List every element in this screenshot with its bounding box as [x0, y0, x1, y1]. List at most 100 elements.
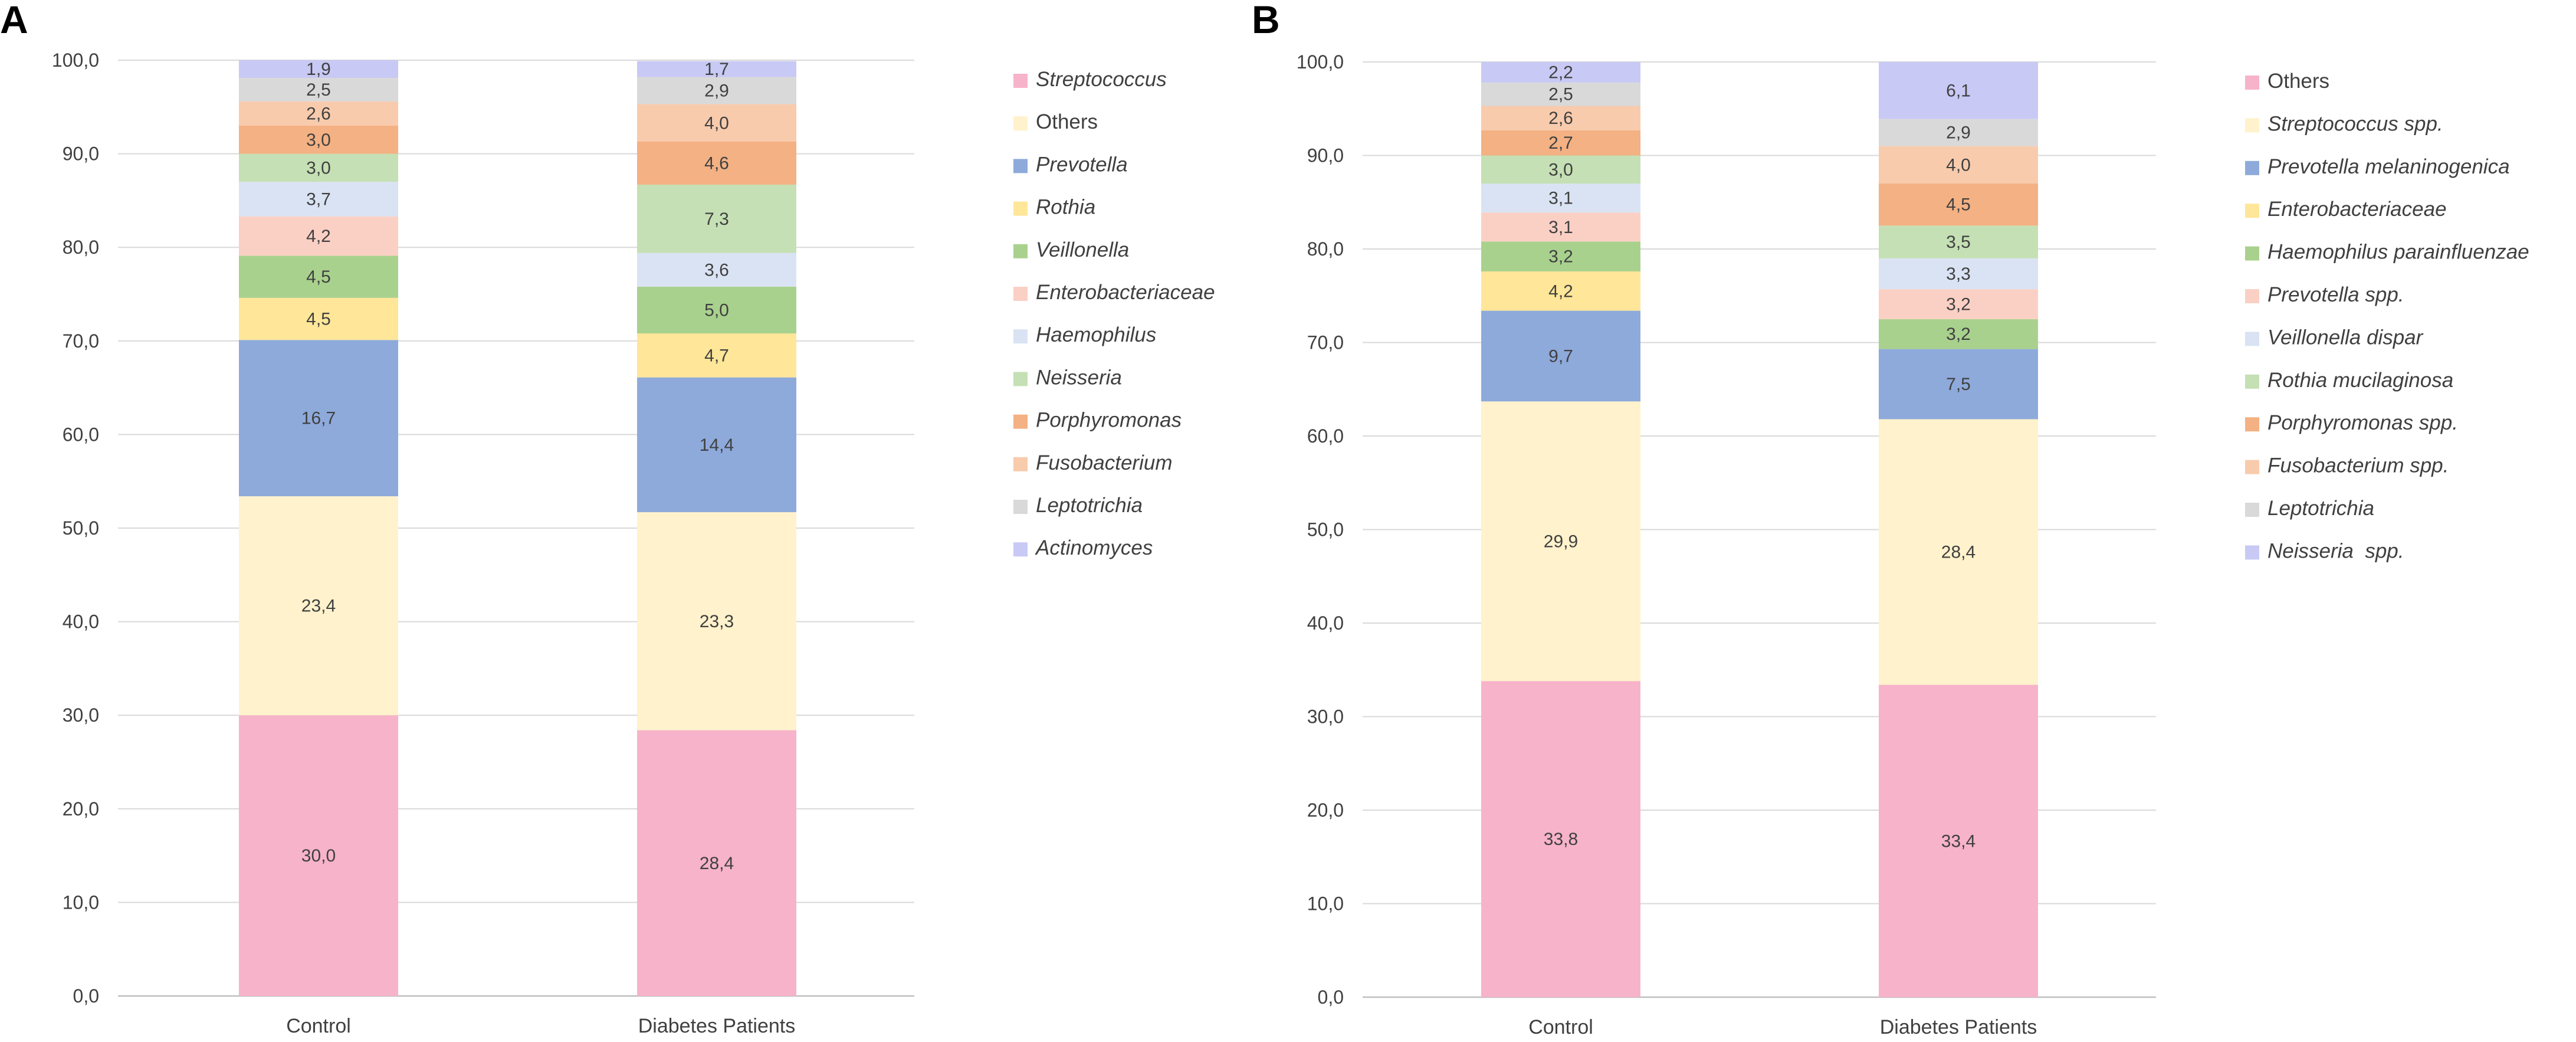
legend-label: Haemophilus parainfluenzae: [2267, 241, 2529, 264]
bar-segment: [637, 512, 796, 730]
data-label: 9,7: [1548, 346, 1573, 366]
y-tick-label: 90,0: [63, 143, 99, 165]
data-label: 4,6: [704, 153, 729, 173]
panel-letter: A: [0, 0, 28, 41]
data-label: 4,0: [704, 113, 729, 133]
data-label: 3,1: [1548, 189, 1573, 208]
data-label: 3,3: [1946, 264, 1971, 284]
bar-segment: [1879, 289, 2038, 319]
bar-segment: [1481, 681, 1640, 997]
bar-segment: [239, 78, 398, 101]
bar-segment: [1481, 106, 1640, 130]
bar-segment: [637, 730, 796, 996]
data-label: 28,4: [700, 854, 734, 873]
x-category-label: Control: [286, 1015, 351, 1037]
legend-label: Prevotella melaninogenica: [2267, 155, 2510, 178]
legend-label: Streptococcus: [1036, 68, 1167, 91]
bar-segment: [239, 340, 398, 497]
y-tick-label: 30,0: [63, 705, 99, 726]
y-tick-label: 80,0: [1307, 238, 1344, 260]
bar-segment: [239, 101, 398, 126]
legend-label: Prevotella: [1036, 153, 1128, 176]
y-tick-label: 30,0: [1307, 706, 1344, 728]
data-label: 14,4: [700, 435, 734, 455]
bar-segment: [239, 182, 398, 217]
legend-swatch: [1013, 414, 1028, 429]
data-label: 1,7: [704, 60, 729, 79]
legend-swatch: [1013, 542, 1028, 557]
y-tick-label: 80,0: [63, 237, 99, 258]
legend-swatch: [1013, 329, 1028, 344]
legend-label: Rothia: [1036, 196, 1095, 219]
y-tick-label: 40,0: [63, 611, 99, 633]
legend-swatch: [2245, 118, 2259, 133]
bar-segment: [239, 60, 398, 78]
data-label: 3,2: [1548, 247, 1573, 267]
legend-label: Porphyromonas spp.: [2267, 411, 2458, 434]
y-tick-label: 60,0: [1307, 425, 1344, 447]
data-label: 3,7: [306, 190, 331, 209]
data-label: 3,1: [1548, 218, 1573, 237]
data-label: 3,6: [704, 260, 729, 280]
y-tick-label: 100,0: [52, 50, 99, 71]
bar-segment: [637, 141, 796, 185]
y-tick-label: 100,0: [1297, 51, 1344, 73]
panel-letter: B: [1252, 0, 1280, 41]
bar-segment: [1879, 146, 2038, 184]
data-label: 6,1: [1946, 81, 1971, 100]
data-label: 2,5: [1548, 85, 1573, 104]
y-tick-label: 0,0: [73, 985, 99, 1007]
bar-segment: [637, 104, 796, 142]
bar-segment: [637, 333, 796, 378]
bar-segment: [1879, 119, 2038, 146]
data-label: 30,0: [301, 846, 336, 866]
bar-segment: [1879, 419, 2038, 685]
x-category-label: Diabetes Patients: [638, 1015, 796, 1037]
legend-swatch: [1013, 159, 1028, 173]
legend-swatch: [2245, 332, 2259, 346]
y-tick-label: 40,0: [1307, 612, 1344, 634]
legend-label: Enterobacteriaceae: [2267, 198, 2447, 221]
bar-segment: [239, 153, 398, 182]
y-tick-label: 50,0: [1307, 519, 1344, 540]
legend-swatch: [1013, 500, 1028, 514]
data-label: 3,0: [306, 158, 331, 178]
data-label: 4,0: [1946, 155, 1971, 175]
legend-swatch: [1013, 372, 1028, 386]
legend-swatch: [1013, 287, 1028, 301]
y-tick-label: 50,0: [63, 517, 99, 539]
data-label: 23,3: [700, 612, 734, 631]
bar-segment: [1879, 225, 2038, 258]
legend-swatch: [2245, 417, 2259, 432]
data-label: 3,2: [1946, 295, 1971, 314]
data-label: 4,2: [1548, 281, 1573, 301]
legend-swatch: [1013, 201, 1028, 216]
legend-swatch: [1013, 457, 1028, 471]
bar-segment: [1481, 310, 1640, 402]
legend-label: Prevotella spp.: [2267, 283, 2404, 306]
legend-label: Leptotrichia: [2267, 497, 2374, 520]
x-category-label: Diabetes Patients: [1880, 1016, 2037, 1038]
legend-swatch: [1013, 74, 1028, 88]
bar-segment: [239, 126, 398, 154]
bar-segment: [1481, 212, 1640, 242]
y-tick-label: 0,0: [1318, 987, 1344, 1008]
y-tick-label: 20,0: [63, 798, 99, 820]
data-label: 2,9: [704, 81, 729, 101]
legend-label: Fusobacterium: [1036, 451, 1172, 474]
legend-swatch: [2245, 160, 2259, 175]
legend-swatch: [2245, 545, 2259, 560]
legend-swatch: [1013, 116, 1028, 131]
data-label: 2,6: [1548, 109, 1573, 128]
data-label: 7,5: [1946, 375, 1971, 394]
bar-segment: [1481, 155, 1640, 184]
data-label: 3,2: [1946, 325, 1971, 344]
legend-label: Leptotrichia: [1036, 494, 1143, 517]
y-tick-label: 10,0: [63, 892, 99, 913]
legend-label: Others: [1036, 110, 1098, 133]
bar-segment: [1481, 82, 1640, 106]
legend-label: Veillonella dispar: [2267, 326, 2424, 349]
data-label: 5,0: [704, 300, 729, 320]
legend-label: Veillonella: [1036, 238, 1129, 261]
